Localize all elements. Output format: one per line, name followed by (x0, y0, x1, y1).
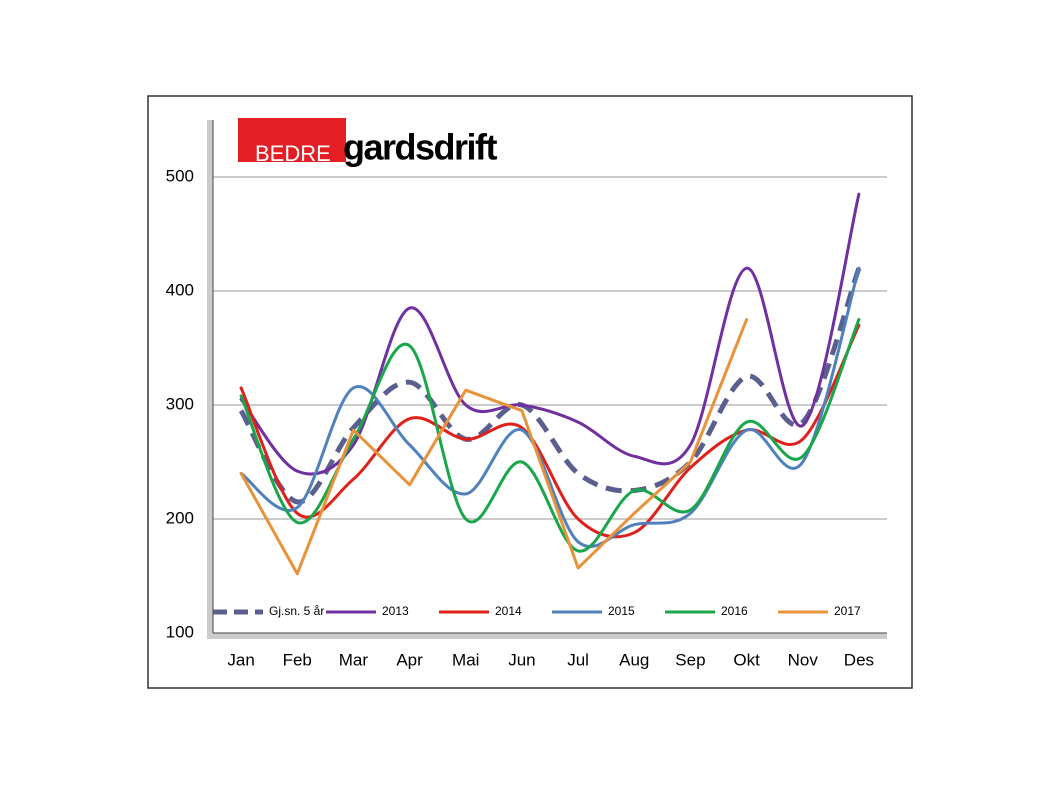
y-tick-label: 100 (166, 622, 194, 641)
logo-box (238, 118, 346, 162)
legend-label: 2015 (608, 604, 635, 618)
x-tick-label: Mai (452, 650, 479, 669)
x-tick-label: Feb (283, 650, 312, 669)
x-tick-label: Jun (508, 650, 535, 669)
x-tick-label: Des (844, 650, 874, 669)
series-line (239, 323, 861, 539)
legend-label: 2014 (495, 604, 522, 618)
logo-right: gardsdrift (343, 127, 498, 168)
x-tick-label: Aug (619, 650, 649, 669)
y-tick-label: 300 (166, 394, 194, 413)
logo-left: BEDRE (255, 141, 331, 166)
legend-label: 2017 (834, 604, 861, 618)
series-line (238, 267, 862, 505)
series-line (239, 266, 861, 549)
y-tick-label: 500 (166, 166, 194, 185)
axis-shadow (207, 633, 887, 639)
legend-label: 2013 (382, 604, 409, 618)
x-tick-label: Apr (396, 650, 423, 669)
x-tick-label: Mar (339, 650, 369, 669)
y-tick-label: 200 (166, 508, 194, 527)
series-line (239, 318, 749, 576)
legend-label: Gj.sn. 5 år (269, 604, 324, 618)
x-tick-label: Nov (788, 650, 819, 669)
x-tick-label: Jan (227, 650, 254, 669)
x-tick-label: Jul (567, 650, 589, 669)
series-line (239, 192, 861, 476)
legend-label: 2016 (721, 604, 748, 618)
frame (147, 95, 913, 689)
x-tick-label: Sep (675, 650, 705, 669)
axis-shadow (207, 120, 213, 639)
x-tick-label: Okt (733, 650, 760, 669)
y-tick-label: 400 (166, 280, 194, 299)
